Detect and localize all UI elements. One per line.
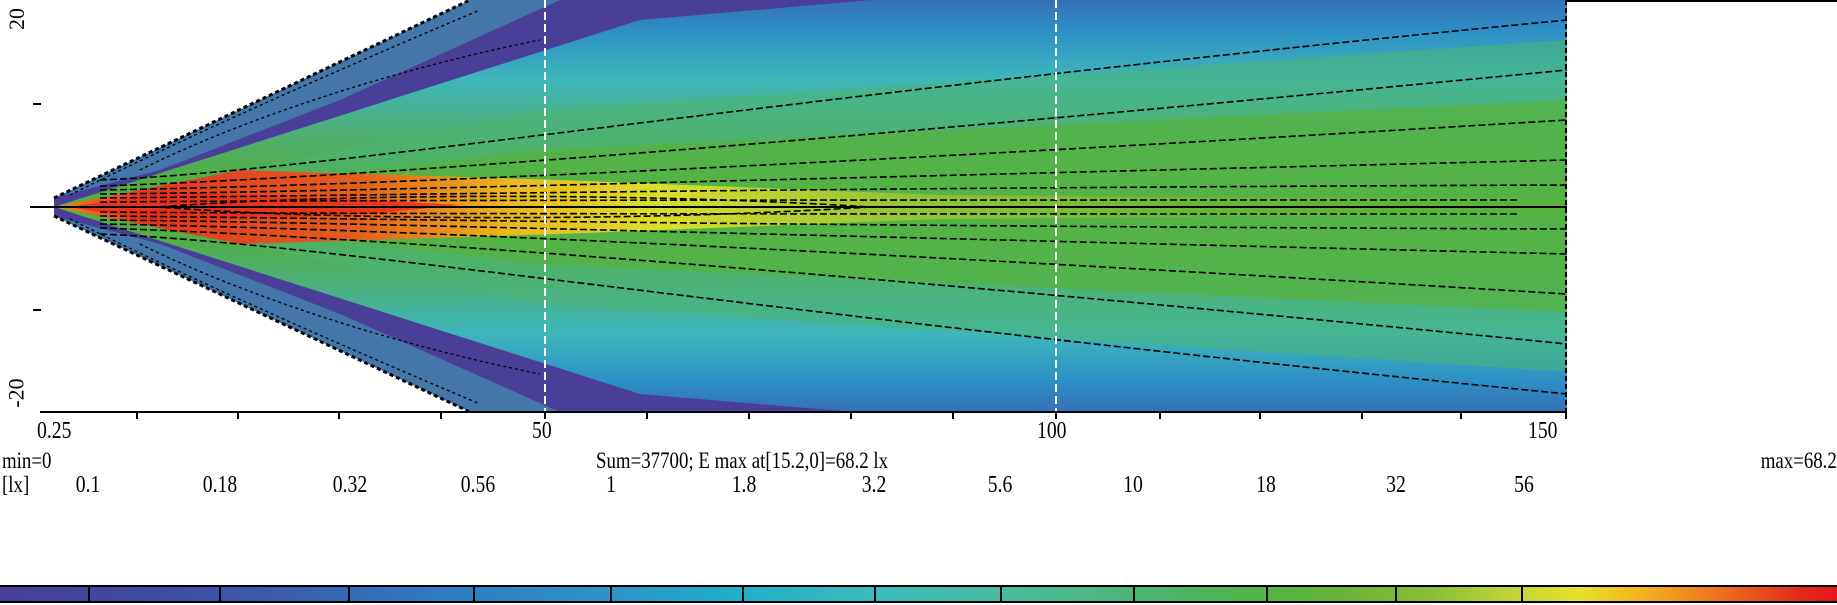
x-minor-tick <box>1460 412 1462 419</box>
x-minor-tick <box>1259 412 1261 419</box>
heatmap-plot-area <box>40 0 1567 412</box>
x-minor-tick <box>1361 412 1363 419</box>
summary-label: Sum=37700; E max at[15.2,0]=68.2 lx <box>596 448 889 473</box>
colorbar-label: 56 <box>1514 472 1534 498</box>
y-tick-10 <box>33 103 41 105</box>
colorbar-divider <box>88 585 90 603</box>
colorbar-label: 32 <box>1386 472 1406 498</box>
colorbar-label: 1.8 <box>731 472 757 498</box>
x-tick-label-100: 100 <box>1037 418 1067 444</box>
min-label: min=0 <box>2 448 52 473</box>
colorbar-divider <box>348 585 350 603</box>
colorbar-divider <box>610 585 612 603</box>
x-major-tick <box>1565 412 1567 419</box>
colorbar-divider <box>473 585 475 603</box>
colorbar-label: 3.2 <box>861 472 887 498</box>
colorbar-divider <box>1266 585 1268 603</box>
colorbar-divider <box>1000 585 1002 603</box>
colorbar-divider <box>874 585 876 603</box>
colorbar-divider <box>1395 585 1397 603</box>
y-tick-label-bottom: -20 <box>3 378 29 408</box>
x-minor-tick <box>440 412 442 419</box>
colorbar-divider <box>1133 585 1135 603</box>
x-tick-label-50: 50 <box>532 418 552 444</box>
x-minor-tick <box>646 412 648 419</box>
colorbar-label: 18 <box>1256 472 1276 498</box>
unit-label: [lx] <box>2 472 30 497</box>
x-minor-tick <box>136 412 138 419</box>
x-tick-label-0: 0.25 <box>37 418 72 444</box>
colorbar-label: 5.6 <box>987 472 1013 498</box>
x-minor-tick <box>952 412 954 419</box>
colorbar-label: 0.18 <box>202 472 238 498</box>
colorbar-label: 0.1 <box>75 472 101 498</box>
x-minor-tick <box>338 412 340 419</box>
colorbar-label: 0.56 <box>460 472 496 498</box>
x-minor-tick <box>748 412 750 419</box>
x-axis-line <box>40 411 1567 413</box>
y-tick-label-top: 20 <box>4 8 29 30</box>
max-label: max=68.2 <box>1760 448 1837 473</box>
x-minor-tick <box>850 412 852 419</box>
x-tick-label-150: 150 <box>1528 418 1558 444</box>
colorbar-label: 10 <box>1123 472 1143 498</box>
x-minor-tick <box>237 412 239 419</box>
colorbar-divider <box>219 585 221 603</box>
heatmap-svg <box>40 0 1567 412</box>
colorbar-label: 1 <box>606 472 616 498</box>
colorbar-label: 0.32 <box>332 472 368 498</box>
colorbar-divider <box>742 585 744 603</box>
x-major-tick <box>1055 412 1057 419</box>
colorbar <box>0 585 1837 603</box>
y-zero-tick <box>30 206 42 208</box>
x-minor-tick <box>1159 412 1161 419</box>
y-tick-neg10 <box>33 309 41 311</box>
colorbar-divider <box>1521 585 1523 603</box>
x-major-tick <box>544 412 546 419</box>
